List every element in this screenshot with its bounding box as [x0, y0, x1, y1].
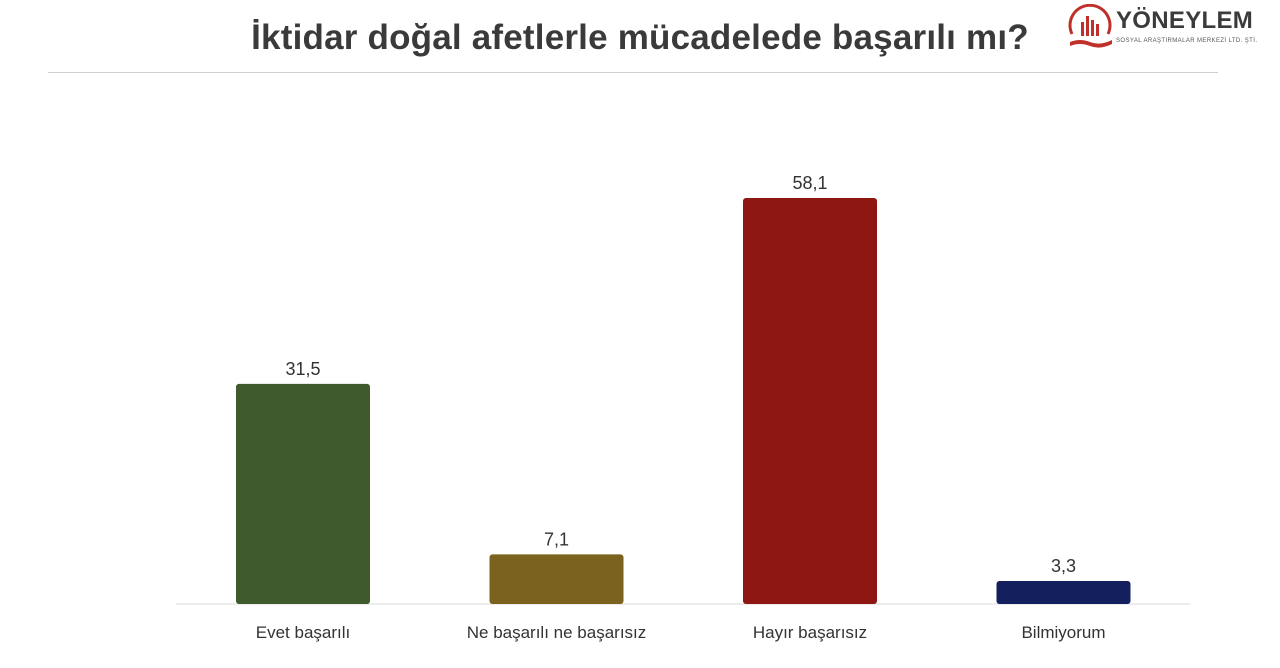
bar-1	[236, 383, 370, 604]
logo-subtitle: SOSYAL ARAŞTIRMALAR MERKEZİ LTD. ŞTİ.	[1116, 38, 1258, 44]
bar-2	[489, 554, 624, 604]
bar-value-label: 31,5	[285, 359, 320, 379]
bar-value-label: 7,1	[544, 529, 569, 549]
category-label: Hayır başarısız	[753, 623, 867, 642]
category-label: Evet başarılı	[256, 623, 351, 642]
bar-group: 31,5 Evet başarılı 7,1 Ne başarılı ne başar…	[236, 173, 1131, 642]
yoneylem-logo: YÖNEYLEM SOSYAL ARAŞTIRMALAR MERKEZİ LTD…	[1064, 4, 1274, 56]
title-divider	[48, 72, 1218, 73]
category-label: Bilmiyorum	[1021, 623, 1105, 642]
bar-chart-hand-logo-icon	[1068, 4, 1112, 48]
bar-3	[743, 198, 877, 604]
bar-value-label: 58,1	[792, 173, 827, 193]
bar-value-label: 3,3	[1051, 556, 1076, 576]
category-label: Ne başarılı ne başarısız	[467, 623, 647, 642]
logo-name: YÖNEYLEM	[1116, 7, 1254, 34]
chart-title: İktidar doğal afetlerle mücadelede başar…	[251, 18, 1029, 57]
bar-4	[996, 580, 1131, 604]
